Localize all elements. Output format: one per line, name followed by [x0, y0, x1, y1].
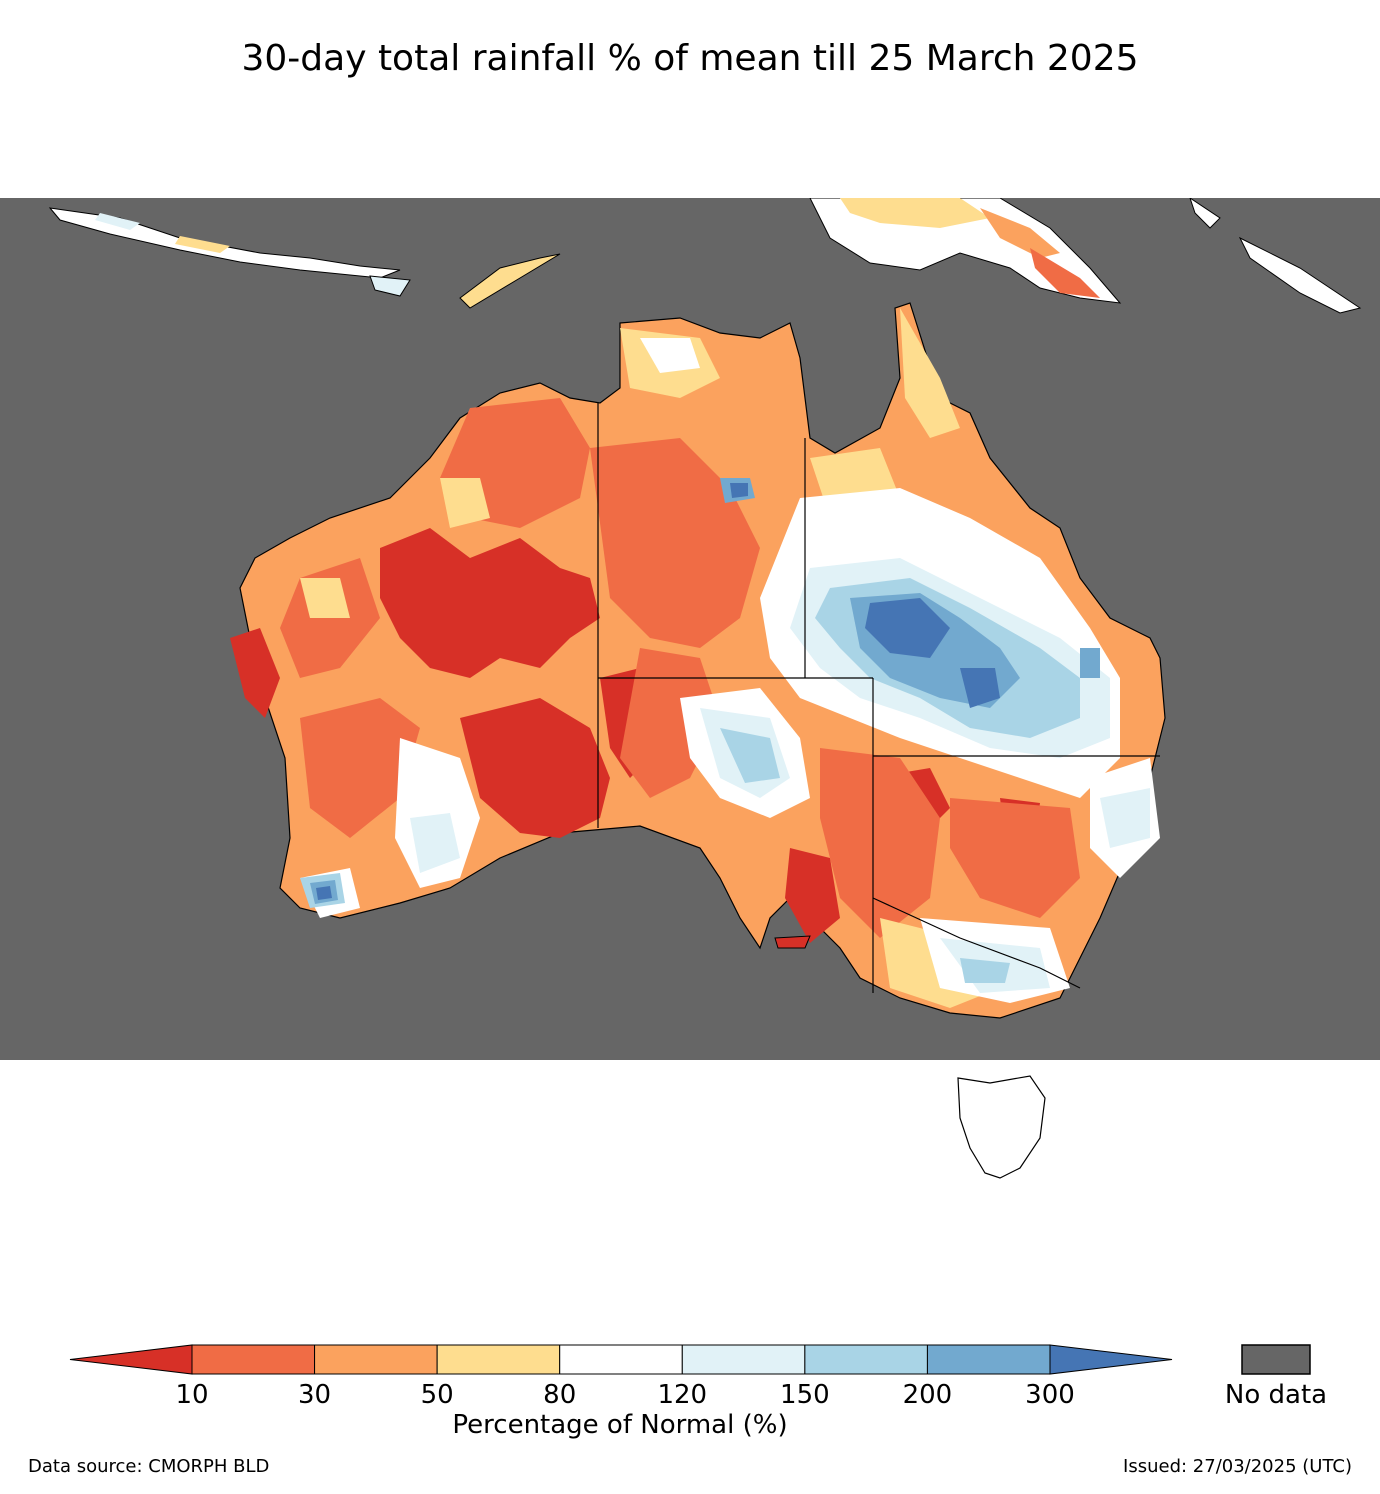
colorbar-segment [926, 1344, 1051, 1375]
colorbar-segment [436, 1344, 561, 1375]
colorbar-segment [191, 1344, 316, 1375]
nodata-swatch [1241, 1344, 1311, 1375]
colorbar-tick-label: 120 [657, 1380, 708, 1410]
colorbar-segment [314, 1344, 438, 1375]
data-source: Data source: CMORPH BLD [28, 1456, 270, 1477]
issued-date: Issued: 27/03/2025 (UTC) [1123, 1456, 1352, 1477]
kangaroo-island [774, 935, 811, 949]
low-rainfall-regions [280, 398, 1080, 938]
tasmania [957, 1075, 1046, 1179]
nodata-label: No data [1224, 1380, 1328, 1410]
colorbar-tick-label: 300 [1025, 1380, 1075, 1410]
map-title: 30-day total rainfall % of mean till 25 … [241, 38, 1139, 79]
colorbar-tick-label: 200 [902, 1380, 953, 1410]
colorbar-extend-low [69, 1344, 193, 1375]
colorbar-tick-label: 80 [543, 1380, 577, 1410]
colorbar [0, 1330, 1380, 1440]
outside-domain [0, 1060, 1380, 1198]
indonesia-islands [48, 198, 1362, 314]
colorbar-label: Percentage of Normal (%) [452, 1410, 788, 1440]
extreme-above-average-regions [316, 483, 1000, 900]
colorbar-segment [681, 1344, 806, 1375]
colorbar-tick-label: 150 [780, 1380, 830, 1410]
colorbar-extend-high [1049, 1344, 1173, 1375]
colorbar-tick-label: 10 [175, 1380, 209, 1410]
colorbar-segment [804, 1344, 928, 1375]
colorbar-tick-label: 50 [420, 1380, 454, 1410]
colorbar-segment [559, 1344, 683, 1375]
colorbar-tick-label: 30 [298, 1380, 332, 1410]
state-borders [597, 403, 1160, 993]
rainfall-map [0, 198, 1380, 1198]
